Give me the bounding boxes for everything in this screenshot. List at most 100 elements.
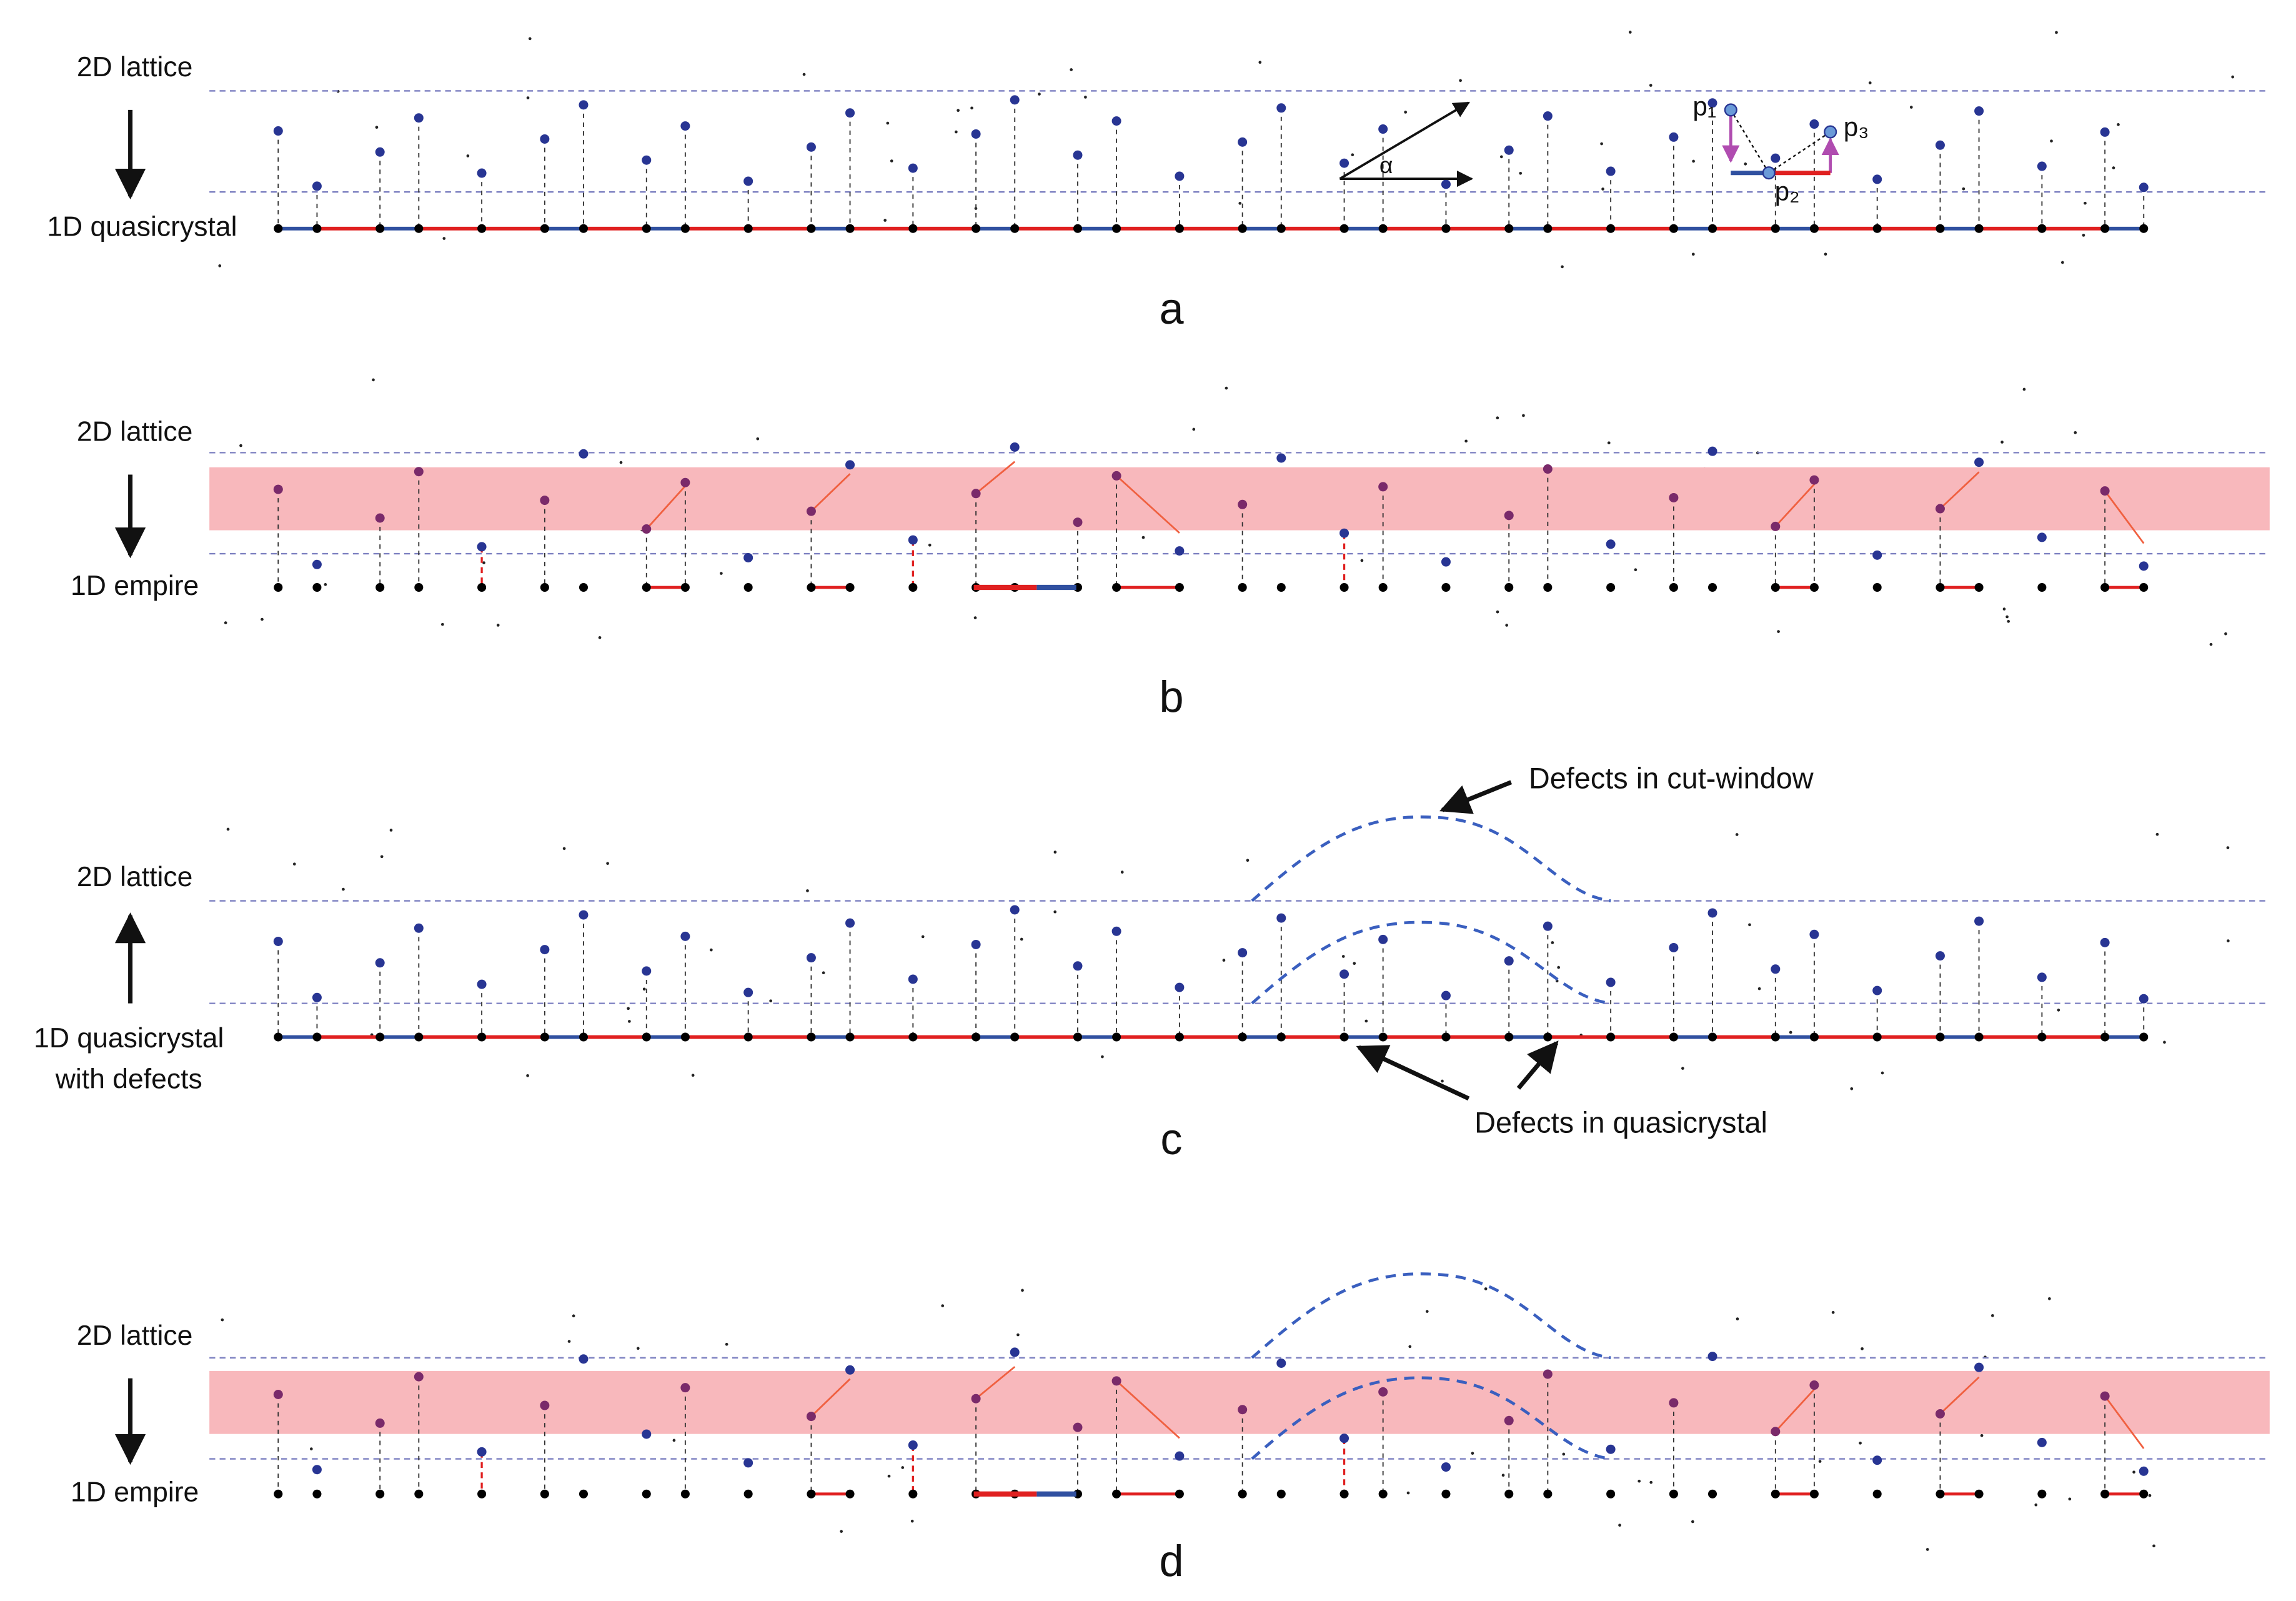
lattice-point [477,979,487,989]
lattice-point [1669,132,1679,142]
line-point [477,582,487,592]
line-point [274,582,283,592]
lattice-dot [226,827,230,831]
line-point [1872,224,1882,233]
lattice-point [680,931,690,941]
lattice-dot [1850,1087,1854,1090]
line-point [540,1489,549,1499]
lattice-point [1504,145,1514,155]
lattice-point [1175,1451,1185,1461]
line-point [1809,1032,1819,1042]
lattice-dot [2084,201,2087,205]
line-point [1543,1489,1553,1499]
link [1116,1380,1180,1439]
lattice-dot [910,1519,914,1523]
lattice-dot [1868,81,1872,84]
lattice-dot [1818,1460,1822,1463]
line-point [1771,582,1780,592]
line-point [807,224,816,233]
lattice-point [971,939,981,949]
lattice-dot [1141,536,1145,539]
lattice-dot [440,622,444,626]
line-point [743,1489,753,1499]
lattice-point [1441,990,1451,1000]
lattice-point [1238,137,1248,147]
lattice-dot [1496,416,1499,420]
line-point [274,1032,283,1042]
lattice-point [477,1447,487,1457]
callout-arrow [1516,1040,1559,1090]
lattice-dot [1735,833,1739,836]
lattice-dot [1831,1310,1835,1314]
lattice-point [2037,532,2047,542]
line-point [1669,1032,1678,1042]
lattice-point [414,113,424,123]
lattice-point [579,910,589,920]
lattice-dot [1192,427,1196,431]
line-point [1771,1032,1780,1042]
lattice-dot [1522,414,1525,417]
dotted [1768,131,1831,174]
link [810,473,851,512]
lattice-point [806,1412,816,1422]
lattice-dot [928,543,932,547]
lattice-point [1073,150,1083,160]
line-point [1707,1489,1717,1499]
lattice-point [1872,174,1882,184]
lattice-dot [562,847,566,850]
line-point [477,1489,487,1499]
line-point [375,582,385,592]
lattice-point [477,542,487,552]
lattice-dot [2074,431,2077,434]
line-point [1872,582,1882,592]
line-point [1112,1489,1121,1499]
lattice-dot [1736,1317,1739,1320]
lattice-point [1707,98,1717,108]
lattice-point [1669,942,1679,952]
line-point [1441,1032,1451,1042]
line-point [1809,1489,1819,1499]
lattice-dot [1341,955,1345,958]
line-point [312,582,322,592]
lattice-point [642,966,652,976]
lattice-point [1872,985,1882,995]
line-point [1809,582,1819,592]
lattice-dot [1070,68,1073,71]
defect-window [1251,920,1611,1005]
lattice-point [312,181,322,191]
lattice-dot [1406,1491,1410,1495]
line-point [414,1032,424,1042]
lattice-point [1872,550,1882,560]
lattice-point [1441,557,1451,567]
bottom-label: 1D quasicrystal [34,1023,224,1054]
line-point [1378,1032,1388,1042]
link [1774,1389,1815,1432]
lattice-point [743,987,753,997]
lattice-point [1276,103,1286,113]
lattice-dot [1519,171,1523,175]
lattice-dot [2231,75,2235,79]
line-point [1010,1032,1020,1042]
defect-window [1251,815,1611,902]
lattice-dot [901,1466,905,1469]
bottom-label: 1D quasicrystal [47,212,237,242]
lattice-point [414,923,424,933]
lattice-dot [802,72,806,76]
lattice-point [908,1440,918,1450]
lattice-point [1935,140,1945,150]
line-point [1872,1489,1882,1499]
lattice-dot [1551,941,1554,944]
top-label: 2D lattice [77,52,193,82]
line-point [1974,224,1984,233]
lattice-dot [883,219,887,222]
line-point [1112,224,1121,233]
lattice-dot [572,1314,575,1318]
lattice-point [1073,1422,1083,1432]
lattice-dot [1238,202,1242,205]
point-label: p₁ [1692,92,1716,121]
lattice-dot [218,264,222,267]
lattice-point [1707,1352,1717,1362]
link [1116,475,1180,534]
lattice-point [1238,499,1248,509]
lattice-point [1606,166,1616,176]
